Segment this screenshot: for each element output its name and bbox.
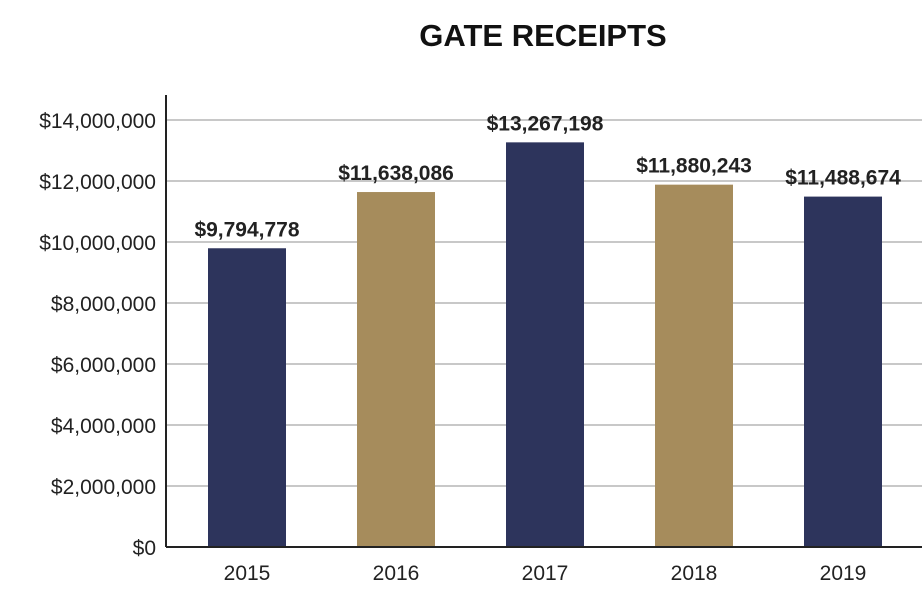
x-axis-ticks: 2015 2016 2017 2018 2019 [224, 562, 867, 585]
y-tick-label: $14,000,000 [39, 110, 156, 133]
y-tick-label: $12,000,000 [39, 171, 156, 194]
y-tick-label: $8,000,000 [51, 293, 156, 316]
data-label-2017: $13,267,198 [487, 112, 604, 135]
x-tick-label: 2018 [671, 562, 718, 585]
y-axis-ticks: $0 $2,000,000 $4,000,000 $6,000,000 $8,000,0… [39, 110, 156, 560]
bar-2017 [506, 142, 584, 547]
x-tick-label: 2015 [224, 562, 271, 585]
x-tick-label: 2017 [522, 562, 569, 585]
bar-2019 [804, 196, 882, 547]
bar-2018 [655, 184, 733, 547]
bar-2016 [357, 192, 435, 547]
data-label-2015: $9,794,778 [194, 218, 299, 241]
data-label-2016: $11,638,086 [338, 162, 454, 185]
data-label-2018: $11,880,243 [636, 155, 752, 178]
x-tick-label: 2016 [373, 562, 420, 585]
bar-2015 [208, 248, 286, 547]
bars [208, 142, 882, 547]
data-labels: $9,794,778 $11,638,086 $13,267,198 $11,880,… [194, 112, 901, 241]
y-tick-label: $0 [133, 537, 156, 560]
y-tick-label: $6,000,000 [51, 354, 156, 377]
y-tick-label: $10,000,000 [39, 232, 156, 255]
y-tick-label: $2,000,000 [51, 476, 156, 499]
y-tick-label: $4,000,000 [51, 415, 156, 438]
data-label-2019: $11,488,674 [785, 167, 901, 190]
x-tick-label: 2019 [820, 562, 867, 585]
chart-title: GATE RECEIPTS [419, 18, 666, 53]
